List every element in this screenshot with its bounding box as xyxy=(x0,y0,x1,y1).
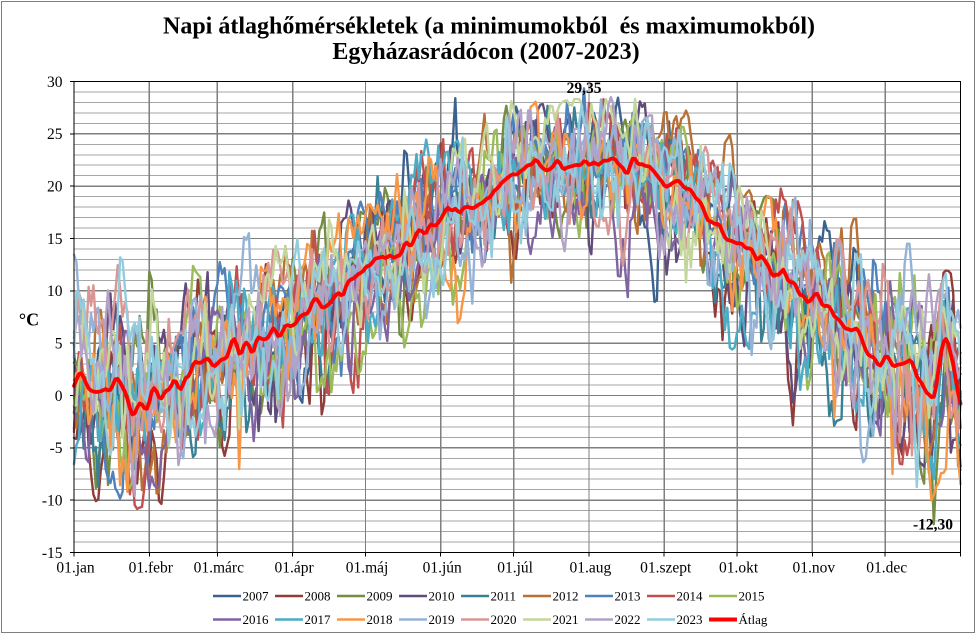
svg-text:01.ápr: 01.ápr xyxy=(275,559,315,576)
svg-text:2016: 2016 xyxy=(243,612,270,627)
svg-text:°C: °C xyxy=(19,309,39,329)
svg-text:2022: 2022 xyxy=(615,612,641,627)
svg-text:2015: 2015 xyxy=(739,589,765,604)
svg-text:0: 0 xyxy=(55,388,63,405)
svg-text:Egyházasrádócon (2007-2023): Egyházasrádócon (2007-2023) xyxy=(332,39,639,65)
svg-text:Átlag: Átlag xyxy=(739,612,768,627)
svg-text:2021: 2021 xyxy=(553,612,579,627)
svg-text:20: 20 xyxy=(47,179,63,196)
svg-text:29,35: 29,35 xyxy=(567,80,602,97)
svg-text:15: 15 xyxy=(47,231,63,248)
svg-text:-12,30: -12,30 xyxy=(913,516,953,533)
svg-text:2014: 2014 xyxy=(677,589,704,604)
svg-text:-15: -15 xyxy=(42,545,63,562)
svg-text:01.jún: 01.jún xyxy=(423,559,462,576)
svg-text:10: 10 xyxy=(47,283,63,300)
svg-text:01.dec: 01.dec xyxy=(866,559,907,576)
svg-text:2007: 2007 xyxy=(243,589,270,604)
svg-text:2009: 2009 xyxy=(367,589,393,604)
svg-text:01.márc: 01.márc xyxy=(194,559,244,576)
svg-text:-10: -10 xyxy=(42,493,63,510)
svg-text:5: 5 xyxy=(55,336,63,353)
svg-text:30: 30 xyxy=(47,74,63,91)
svg-text:2013: 2013 xyxy=(615,589,641,604)
svg-text:2023: 2023 xyxy=(677,612,703,627)
svg-text:01.szept: 01.szept xyxy=(640,559,692,576)
svg-text:25: 25 xyxy=(47,126,63,143)
svg-text:2011: 2011 xyxy=(491,589,517,604)
svg-text:01.okt: 01.okt xyxy=(719,559,759,576)
svg-text:2008: 2008 xyxy=(305,589,331,604)
svg-text:01.máj: 01.máj xyxy=(346,559,389,576)
svg-text:01.júl: 01.júl xyxy=(497,559,533,576)
svg-text:2010: 2010 xyxy=(429,589,455,604)
svg-text:01.febr: 01.febr xyxy=(129,559,174,576)
svg-text:2020: 2020 xyxy=(491,612,517,627)
svg-text:01.nov: 01.nov xyxy=(792,559,835,576)
svg-text:2012: 2012 xyxy=(553,589,579,604)
svg-text:2019: 2019 xyxy=(429,612,455,627)
svg-text:-5: -5 xyxy=(50,440,63,457)
svg-text:01.aug: 01.aug xyxy=(570,559,612,576)
svg-text:Napi átlaghőmérsékletek (a min: Napi átlaghőmérsékletek (a minimumokból … xyxy=(163,14,815,40)
svg-text:2018: 2018 xyxy=(367,612,393,627)
svg-text:2017: 2017 xyxy=(305,612,332,627)
svg-text:01.jan: 01.jan xyxy=(56,559,95,576)
